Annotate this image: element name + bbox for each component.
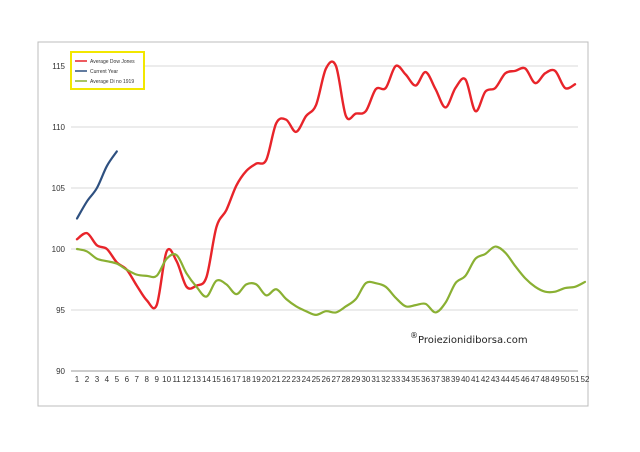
y-tick-label: 105 bbox=[52, 184, 66, 193]
y-tick-label: 110 bbox=[52, 123, 65, 132]
x-tick-label: 11 bbox=[172, 375, 181, 384]
x-tick-label: 6 bbox=[125, 375, 130, 384]
legend: Average Dow Jones Current Year Average Di … bbox=[70, 51, 145, 90]
x-tick-label: 2 bbox=[85, 375, 90, 384]
chart-area-border bbox=[37, 41, 589, 407]
y-tick-label: 115 bbox=[52, 62, 65, 71]
y-tick-label: 90 bbox=[56, 367, 65, 376]
x-tick-label: 18 bbox=[242, 375, 251, 384]
x-tick-label: 1 bbox=[75, 375, 80, 384]
x-tick-label: 44 bbox=[501, 375, 510, 384]
x-tick-label: 51 bbox=[571, 375, 580, 384]
y-tick-label: 95 bbox=[56, 306, 65, 315]
x-tick-label: 5 bbox=[115, 375, 120, 384]
x-tick-label: 39 bbox=[451, 375, 460, 384]
x-tick-label: 43 bbox=[491, 375, 500, 384]
x-tick-label: 35 bbox=[411, 375, 420, 384]
x-tick-label: 9 bbox=[154, 375, 159, 384]
x-tick-label: 49 bbox=[551, 375, 560, 384]
x-tick-label: 8 bbox=[144, 375, 149, 384]
watermark-text: Proiezionidiborsa.com bbox=[418, 335, 528, 346]
x-tick-label: 48 bbox=[541, 375, 550, 384]
legend-entry-average-dow-jones: Average Dow Jones bbox=[75, 59, 135, 65]
x-tick-label: 22 bbox=[282, 375, 291, 384]
x-tick-label: 34 bbox=[401, 375, 410, 384]
x-tick-label: 23 bbox=[292, 375, 301, 384]
x-tick-label: 12 bbox=[182, 375, 191, 384]
x-tick-label: 31 bbox=[371, 375, 380, 384]
x-tick-label: 10 bbox=[162, 375, 171, 384]
x-tick-label: 13 bbox=[192, 375, 201, 384]
x-tick-labels: 1 2 3 4 5 6 7 8 9 10 11 12 13 14 15 16 17 18 19 20 21 22 23 24 2… bbox=[75, 375, 590, 384]
x-tick-label: 36 bbox=[421, 375, 430, 384]
x-tick-label: 19 bbox=[252, 375, 261, 384]
x-tick-label: 32 bbox=[381, 375, 390, 384]
x-tick-label: 52 bbox=[581, 375, 590, 384]
series-line-current-year bbox=[75, 150, 118, 220]
x-tick-label: 3 bbox=[95, 375, 100, 384]
x-tick-label: 16 bbox=[222, 375, 231, 384]
x-tick-label: 33 bbox=[391, 375, 400, 384]
x-tick-label: 50 bbox=[561, 375, 570, 384]
series-line-average-1919 bbox=[75, 245, 587, 316]
x-tick-label: 26 bbox=[322, 375, 331, 384]
watermark-registered-symbol: ® bbox=[410, 331, 418, 340]
legend-label: Average Di no 1919 bbox=[90, 79, 134, 85]
x-tick-label: 45 bbox=[511, 375, 520, 384]
y-tick-label: 100 bbox=[52, 245, 66, 254]
x-tick-label: 41 bbox=[471, 375, 480, 384]
x-tick-label: 28 bbox=[341, 375, 350, 384]
legend-entry-current-year: Current Year bbox=[75, 69, 118, 75]
x-tick-label: 7 bbox=[135, 375, 140, 384]
x-tick-label: 42 bbox=[481, 375, 490, 384]
x-tick-label: 14 bbox=[202, 375, 211, 384]
x-tick-label: 25 bbox=[312, 375, 321, 384]
x-tick-label: 15 bbox=[212, 375, 221, 384]
x-tick-label: 21 bbox=[272, 375, 281, 384]
x-tick-label: 20 bbox=[262, 375, 271, 384]
x-tick-label: 4 bbox=[105, 375, 110, 384]
x-tick-label: 40 bbox=[461, 375, 470, 384]
x-tick-label: 27 bbox=[332, 375, 341, 384]
x-tick-label: 24 bbox=[302, 375, 311, 384]
x-tick-label: 29 bbox=[351, 375, 360, 384]
y-tick-labels: 90 95 100 105 110 115 bbox=[52, 62, 66, 376]
legend-entry-average-1919: Average Di no 1919 bbox=[75, 79, 134, 85]
x-tick-label: 38 bbox=[441, 375, 450, 384]
x-tick-label: 37 bbox=[431, 375, 440, 384]
legend-label: Current Year bbox=[90, 69, 118, 75]
watermark: ®Proiezionidiborsa.com bbox=[410, 331, 528, 346]
series-line-average-dow-jones bbox=[75, 60, 577, 310]
x-tick-label: 30 bbox=[361, 375, 370, 384]
series-lines bbox=[75, 60, 587, 316]
legend-label: Average Dow Jones bbox=[90, 59, 135, 65]
x-tick-label: 47 bbox=[531, 375, 540, 384]
x-tick-label: 17 bbox=[232, 375, 241, 384]
x-tick-label: 46 bbox=[521, 375, 530, 384]
gridlines bbox=[71, 65, 578, 311]
